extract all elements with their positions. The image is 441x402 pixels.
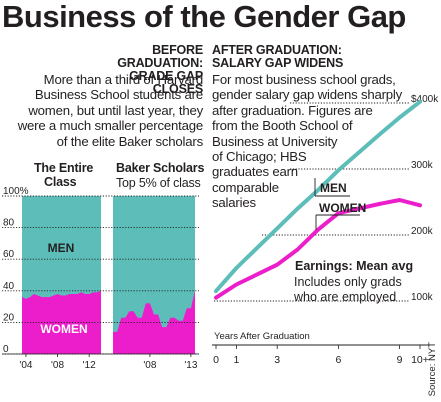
panel2-x-tick-label: '08 [143, 360, 156, 371]
left-text-line: of the elite Baker scholars [56, 133, 204, 149]
right-x-tick-label: 6 [335, 354, 341, 366]
right-x-tick-label: 3 [274, 354, 280, 366]
men-salary-line [214, 99, 422, 294]
right-text-line: salaries [212, 195, 256, 211]
right-y-tick-label: $400k [411, 94, 439, 105]
panel1-title-line2: Class [44, 175, 77, 189]
right-heading: AFTER GRADUATION: SALARY GAP WIDENS [212, 44, 343, 70]
panel2-x-tick-label: '13 [184, 360, 197, 371]
left-y-tick-label: 40 [3, 281, 15, 292]
panel2-title: Baker Scholars [116, 161, 205, 175]
men-series-label: MEN [48, 241, 75, 255]
page-title: Business of the Gender Gap [2, 0, 406, 34]
right-x-tick-label: 0 [213, 354, 219, 366]
women-salary-line [214, 198, 422, 300]
right-x-tick-label: 10+ [411, 354, 429, 366]
panel1-title: The Entire Class [34, 161, 93, 189]
right-text-line: gender salary gap widens sharply [212, 87, 403, 103]
right-heading-line2: SALARY GAP WIDENS [212, 56, 344, 70]
right-y-tick-label: 200k [411, 226, 434, 237]
right-text-line: comparable [212, 179, 279, 195]
left-text-line: women, but until last year, they [28, 102, 203, 118]
right-text-line: after graduation. Figures are [212, 102, 373, 118]
right-y-tick-label: 100k [411, 292, 434, 303]
left-y-tick-label: 20 [3, 312, 15, 323]
women-series-label: WOMEN [40, 322, 87, 336]
left-text-line: Business School students are [34, 87, 203, 103]
left-y-tick-label: 100% [3, 186, 29, 197]
left-text-line: were a much smaller percentage [17, 118, 204, 134]
earnings-note-line: who are employed [293, 290, 396, 304]
panel1-x-tick-label: '04 [19, 360, 32, 371]
left-description: More than a third of Harvard Business Sc… [2, 72, 204, 149]
right-text-line: Business at University [212, 133, 338, 149]
women-line-label: WOMEN [319, 201, 366, 215]
right-description: For most business school grads, gender s… [212, 72, 432, 211]
right-text-line: of Chicago; HBS [212, 149, 307, 165]
earnings-note-line: Includes only grads [294, 275, 402, 289]
left-heading-line2: GRADE GAP CLOSES [129, 69, 203, 96]
men-line-label: MEN [320, 181, 347, 195]
left-y-tick-label: 60 [3, 249, 15, 260]
panel2-subtitle: Top 5% of class [116, 176, 201, 190]
right-heading-line1: AFTER GRADUATION: [212, 43, 342, 57]
panel1-x-tick-label: '12 [83, 360, 96, 371]
right-x-axis-title: Years After Graduation [214, 331, 310, 342]
right-x-tick-label: 9 [397, 354, 403, 366]
panel1-x-tick-label: '08 [51, 360, 64, 371]
earnings-title: Earnings: Mean avg [295, 259, 413, 273]
source-credit: Source: NYT [427, 341, 438, 396]
left-y-tick-label: 0 [3, 344, 9, 355]
right-text-line: graduates earn [212, 164, 298, 180]
panel1-title-line1: The Entire [34, 161, 94, 175]
left-heading: BEFORE GRADUATION: GRADE GAP CLOSES [87, 44, 203, 96]
right-y-tick-label: 300k [411, 160, 434, 171]
left-heading-line1: BEFORE GRADUATION: [117, 43, 203, 70]
right-x-tick-label: 1 [233, 354, 239, 366]
right-text-line: from the Booth School of [212, 118, 353, 134]
left-y-tick-label: 80 [3, 218, 15, 229]
left-text-line: More than a third of Harvard [43, 72, 204, 87]
right-text-line: For most business school grads, [212, 72, 396, 87]
